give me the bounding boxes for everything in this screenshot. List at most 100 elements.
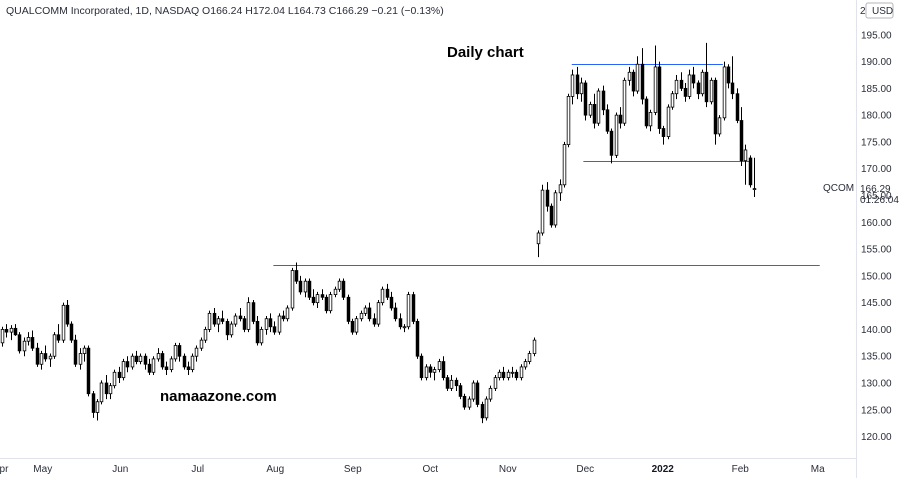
candle (432, 366, 437, 381)
price-tick: 135.00 (861, 352, 892, 363)
price-tick: 125.00 (861, 405, 892, 416)
candle (363, 305, 368, 317)
candle (359, 310, 364, 322)
time-tick: Jun (112, 464, 128, 475)
candle (320, 289, 325, 300)
price-label-last: 166.29 (860, 184, 891, 195)
candle (61, 302, 66, 343)
price-axis: 120.00 125.00 130.00 135.00 140.00 145.00 150.… (861, 30, 892, 443)
candle (653, 45, 658, 116)
candle (510, 366, 515, 378)
candle (39, 350, 44, 370)
candle (43, 345, 48, 362)
candle (246, 297, 251, 333)
candle (596, 88, 601, 126)
candle (480, 401, 485, 424)
candle (441, 356, 446, 381)
time-tick: Ma (811, 464, 825, 475)
candle (65, 299, 70, 327)
candle (748, 155, 753, 188)
watermark-text: namaazone.com (160, 388, 277, 405)
candle (151, 356, 156, 375)
candle (735, 88, 740, 124)
candle (220, 310, 225, 325)
candle (190, 353, 195, 373)
price-tick: 180.00 (861, 111, 892, 122)
candle (207, 310, 212, 333)
candle (462, 393, 467, 410)
price-tick: 195.00 (861, 30, 892, 41)
candle (475, 380, 480, 408)
candle (575, 66, 580, 100)
time-tick: Jul (191, 464, 204, 475)
candle (164, 361, 169, 375)
symbol-info: QUALCOMM Incorporated, 1D, NASDAQ O166.2… (6, 5, 444, 17)
candle (91, 391, 96, 418)
price-label-countdown: 01:26:04 (860, 195, 899, 206)
candle (95, 399, 100, 421)
candle (700, 69, 705, 97)
candle (398, 313, 403, 330)
candle (281, 310, 286, 322)
candle (99, 380, 104, 405)
currency-button[interactable] (865, 2, 894, 19)
candle (691, 66, 696, 89)
price-tick: 165.00 (861, 191, 892, 202)
candle (661, 125, 666, 145)
candle (592, 93, 597, 129)
candle (445, 374, 450, 392)
candle (402, 324, 407, 333)
candle (0, 326, 5, 347)
candle (437, 358, 442, 373)
time-tick: 2022 (652, 464, 675, 475)
currency-label: USD (872, 6, 893, 17)
candle (337, 278, 342, 292)
candle (614, 112, 619, 158)
price-tick: 160.00 (861, 218, 892, 229)
candle (225, 318, 230, 341)
candle (497, 369, 502, 381)
candle (255, 316, 260, 346)
candle (389, 291, 394, 311)
candle (9, 325, 14, 341)
candle (125, 356, 130, 373)
chart-title: Daily chart (447, 44, 524, 61)
candle (562, 141, 567, 188)
candle (242, 316, 247, 333)
candle (393, 302, 398, 322)
candle (545, 182, 550, 212)
candle (78, 348, 83, 370)
candle (406, 291, 411, 330)
candle (372, 313, 377, 327)
candle (311, 289, 316, 306)
price-tick: 155.00 (861, 245, 892, 256)
candle (540, 184, 545, 236)
candle (484, 396, 489, 421)
candles-layer (0, 42, 757, 424)
candle (303, 278, 308, 298)
candle (173, 342, 178, 362)
candle (354, 316, 359, 335)
candle (108, 383, 113, 400)
candle (194, 345, 199, 362)
candle (104, 374, 109, 400)
candle (52, 332, 57, 359)
candle (449, 374, 454, 392)
candle (527, 350, 532, 365)
time-axis: pr May Jun Jul Aug Sep Oct Nov Dec 2022 Feb Ma (0, 464, 825, 475)
candle (635, 56, 640, 94)
candle (182, 353, 187, 370)
candle (315, 291, 320, 308)
candle (324, 294, 329, 314)
candle (657, 61, 662, 134)
candle (367, 302, 372, 322)
candle (428, 364, 433, 378)
candle (169, 356, 174, 373)
candle (277, 313, 282, 335)
candle (13, 324, 18, 336)
candle (536, 230, 541, 258)
candle (730, 56, 735, 100)
candle (588, 101, 593, 118)
candle (264, 316, 269, 335)
